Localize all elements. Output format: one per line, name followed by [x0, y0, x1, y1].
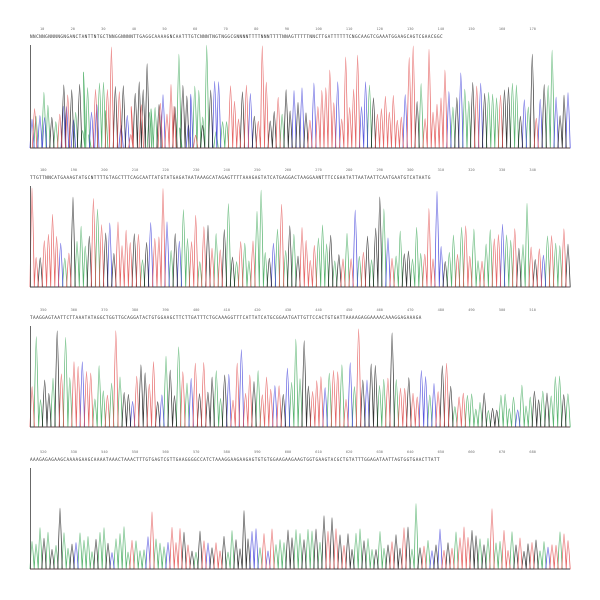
- position-label: 280: [345, 168, 353, 172]
- trace-channel-A: [30, 336, 571, 428]
- position-label: 190: [70, 168, 78, 172]
- position-label: 160: [498, 27, 506, 31]
- position-label: 660: [468, 450, 475, 454]
- trace-plot: [29, 468, 571, 570]
- position-label: 80: [254, 27, 259, 31]
- trace-axis: [30, 326, 570, 428]
- position-label: 320: [468, 168, 475, 172]
- position-label: 540: [101, 450, 108, 454]
- trace-channel-G: [30, 330, 570, 428]
- trace-channel-T: [29, 328, 570, 428]
- position-label: 480: [437, 308, 445, 312]
- trace-channel-A: [29, 503, 570, 570]
- position-ruler: 520 530 540 550 560 570 580 590 600 610 620 630 640 6…: [30, 450, 570, 456]
- base-call-sequence: TTGTTNNCATGAAAGTATGCNTTTTGTAGCTTTCAGCAAT…: [30, 176, 431, 181]
- position-label: 70: [223, 27, 228, 31]
- trace-channel-C: [30, 528, 570, 570]
- position-label: 400: [192, 308, 200, 312]
- position-label: 680: [529, 450, 536, 454]
- position-ruler: 10 20 30 40 50 60 70 80 90 100 110 120 130 140 150 160 1…: [30, 27, 570, 33]
- position-label: 560: [162, 450, 169, 454]
- position-label: 450: [345, 308, 353, 312]
- position-label: 210: [131, 168, 139, 172]
- position-label: 500: [498, 308, 506, 312]
- position-label: 440: [315, 308, 322, 312]
- position-label: 230: [192, 168, 200, 172]
- position-label: 20: [70, 27, 75, 31]
- position-label: 150: [468, 27, 475, 31]
- position-label: 40: [131, 27, 137, 31]
- trace-panel-4: 520 530 540 550 560 570 580 590 600 610 620 630 640 6…: [29, 450, 571, 572]
- position-label: 390: [162, 308, 169, 312]
- position-label: 360: [70, 308, 78, 312]
- position-label: 570: [192, 450, 200, 454]
- position-label: 600: [284, 450, 292, 454]
- position-label: 380: [131, 308, 139, 312]
- trace-channel-C: [30, 349, 570, 428]
- position-label: 30: [101, 27, 106, 31]
- position-label: 620: [345, 450, 353, 454]
- position-label: 670: [498, 450, 506, 454]
- position-label: 530: [70, 450, 78, 454]
- position-label: 340: [529, 168, 536, 172]
- position-label: 460: [376, 308, 383, 312]
- position-ruler: 180 190 200 210 220 230 240 250 260 270 280 290 300 3…: [30, 168, 570, 174]
- position-label: 410: [223, 308, 231, 312]
- position-label: 120: [376, 27, 383, 31]
- trace-axis: [30, 45, 570, 149]
- trace-plot: [29, 326, 571, 428]
- trace-panel-3: 350 360 370 380 390 400 410 420 430 440 450 460 470 4…: [29, 308, 571, 430]
- position-label: 350: [40, 308, 47, 312]
- position-label: 100: [315, 27, 322, 31]
- position-ruler: 350 360 370 380 390 400 410 420 430 440 450 460 470 4…: [30, 308, 570, 314]
- position-label: 130: [407, 27, 414, 31]
- trace-axis: [30, 468, 570, 570]
- trace-plot: [29, 44, 571, 149]
- position-label: 10: [40, 27, 45, 31]
- base-call-sequence: TAAGGAGTAATTCTTAAATATAGGCTGGTTGCAGGATACT…: [30, 316, 422, 321]
- trace-plot: [29, 186, 571, 288]
- position-label: 140: [437, 27, 445, 31]
- position-label: 610: [315, 450, 322, 454]
- base-call-sequence: NNCNNGNNNNGNGANCTANTTNTGCTNNGGNNNNTTGAGG…: [30, 35, 444, 40]
- position-label: 300: [407, 168, 414, 172]
- position-label: 470: [407, 308, 414, 312]
- position-label: 250: [254, 168, 261, 172]
- position-label: 240: [223, 168, 231, 172]
- position-label: 310: [437, 168, 445, 172]
- position-label: 330: [498, 168, 506, 172]
- trace-panel-1: 10 20 30 40 50 60 70 80 90 100 110 120 130 140 150 160 1…: [29, 27, 571, 151]
- position-label: 630: [376, 450, 383, 454]
- position-label: 270: [315, 168, 322, 172]
- position-label: 520: [40, 450, 47, 454]
- trace-channel-T: [30, 45, 570, 149]
- trace-channel-T: [29, 187, 570, 288]
- base-call-sequence: AAAGAGAGAAGCAAAAGAAGCAAAATAAACTAAACTTTGT…: [30, 458, 440, 463]
- position-label: 510: [529, 308, 536, 312]
- position-label: 590: [254, 450, 261, 454]
- position-label: 580: [223, 450, 231, 454]
- position-label: 220: [162, 168, 169, 172]
- position-label: 420: [254, 308, 261, 312]
- position-label: 170: [529, 27, 536, 31]
- position-label: 260: [284, 168, 292, 172]
- position-label: 290: [376, 168, 383, 172]
- position-label: 50: [162, 27, 167, 31]
- position-label: 110: [345, 27, 353, 31]
- position-label: 640: [407, 450, 414, 454]
- position-label: 90: [284, 27, 290, 31]
- position-label: 60: [192, 27, 198, 31]
- position-label: 200: [101, 168, 108, 172]
- trace-channel-T: [30, 508, 571, 570]
- position-label: 430: [284, 308, 292, 312]
- trace-panel-2: 180 190 200 210 220 230 240 250 260 270 280 290 300 3…: [29, 168, 571, 290]
- position-label: 490: [468, 308, 475, 312]
- trace-axis: [30, 186, 570, 288]
- position-label: 550: [131, 450, 139, 454]
- position-label: 370: [101, 308, 108, 312]
- position-label: 180: [40, 168, 47, 172]
- position-label: 650: [437, 450, 445, 454]
